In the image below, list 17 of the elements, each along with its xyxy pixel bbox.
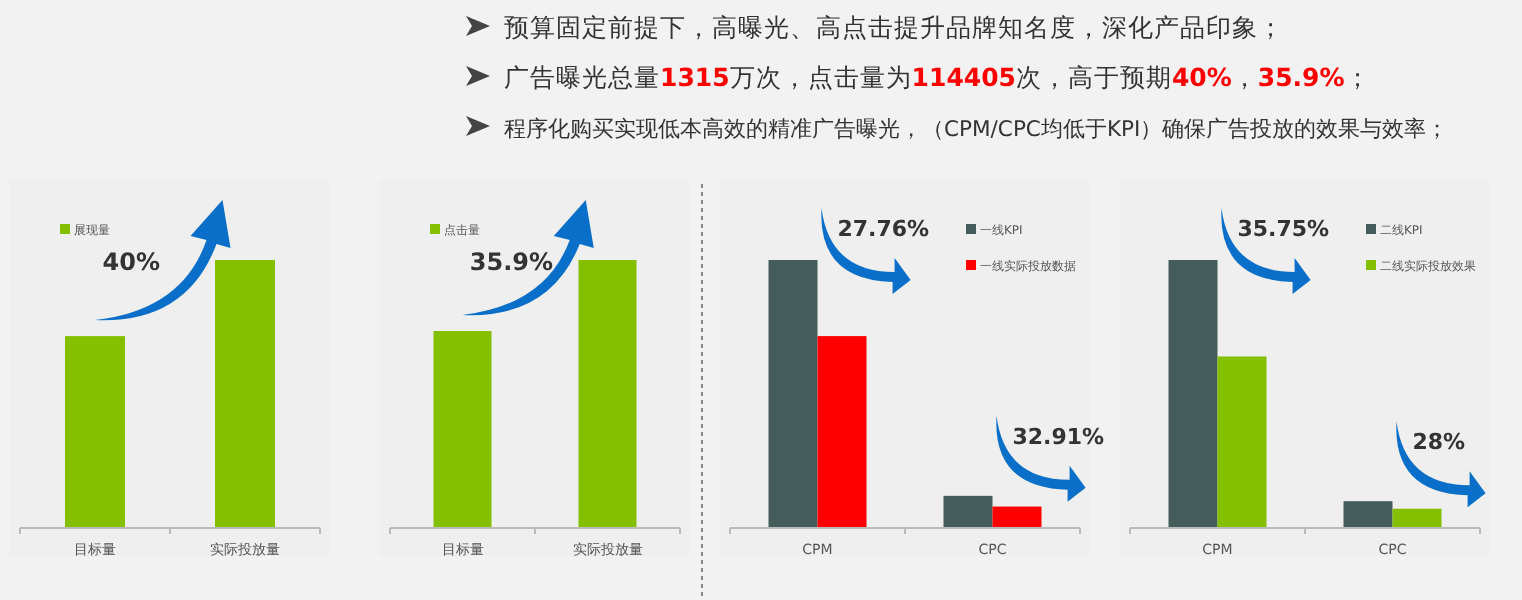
bar (768, 260, 818, 528)
text: 程序化购买实现低本高效的精准广告曝光，（CPM/CPC均低于KPI）确保广告投放的效果与效率； (504, 116, 1449, 142)
bar (1168, 260, 1218, 528)
bar (1217, 356, 1267, 528)
text: 27.76% (837, 216, 930, 242)
annotation: 35.9% (469, 248, 554, 276)
bar (943, 495, 993, 528)
annotation: 40% (102, 248, 160, 276)
text: 预算固定前提下，高曝光、高点击提升品牌知名度，深化产品印象； (504, 12, 1284, 42)
bar (1343, 501, 1393, 528)
bar (1392, 508, 1442, 528)
bar (817, 336, 867, 528)
annotation: 28% (1412, 429, 1466, 456)
text: 广告曝光总量1315万次，点击量为114405次，高于预期40%，35.9%； (504, 62, 1371, 92)
bar (992, 506, 1042, 528)
text: 35.75% (1237, 216, 1330, 242)
annotation: 32.91% (1012, 423, 1105, 450)
